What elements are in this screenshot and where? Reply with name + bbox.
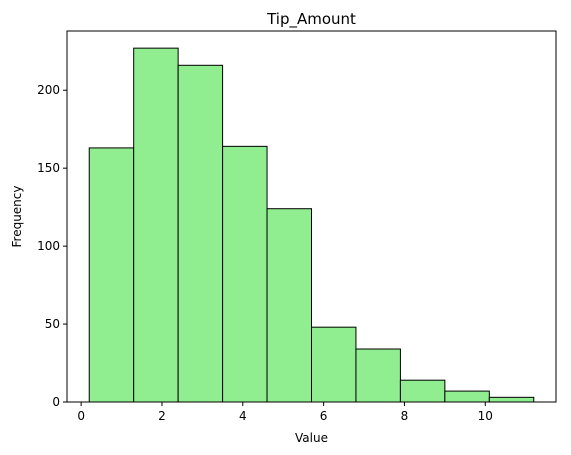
y-tick-label: 100	[37, 239, 60, 253]
x-axis-label: Value	[295, 431, 328, 445]
y-tick-label: 150	[37, 161, 60, 175]
histogram-bar-2	[133, 47, 179, 403]
histogram-bar-7	[355, 348, 401, 403]
x-tick-label: 10	[478, 409, 493, 423]
histogram-bar-6	[311, 326, 357, 403]
y-tick-label: 0	[52, 395, 60, 409]
plot-frame	[66, 30, 557, 403]
chart-title: Tip_Amount	[266, 10, 356, 29]
x-tick-label: 8	[401, 409, 409, 423]
histogram-bar-4	[222, 145, 268, 403]
histogram-bar-5	[266, 208, 312, 403]
x-tick-label: 4	[239, 409, 247, 423]
histogram-bar-9	[444, 390, 490, 403]
y-tick-label: 200	[37, 83, 60, 97]
histogram-bar-10	[488, 396, 535, 403]
x-tick-label: 0	[77, 409, 85, 423]
y-tick-label: 50	[45, 317, 60, 331]
x-tick-label: 6	[320, 409, 328, 423]
histogram-bar-3	[177, 64, 224, 403]
x-tick-label: 2	[158, 409, 166, 423]
histogram-bar-8	[399, 379, 446, 403]
histogram-bar-1	[88, 147, 135, 403]
y-axis-label: Frequency	[10, 186, 24, 248]
